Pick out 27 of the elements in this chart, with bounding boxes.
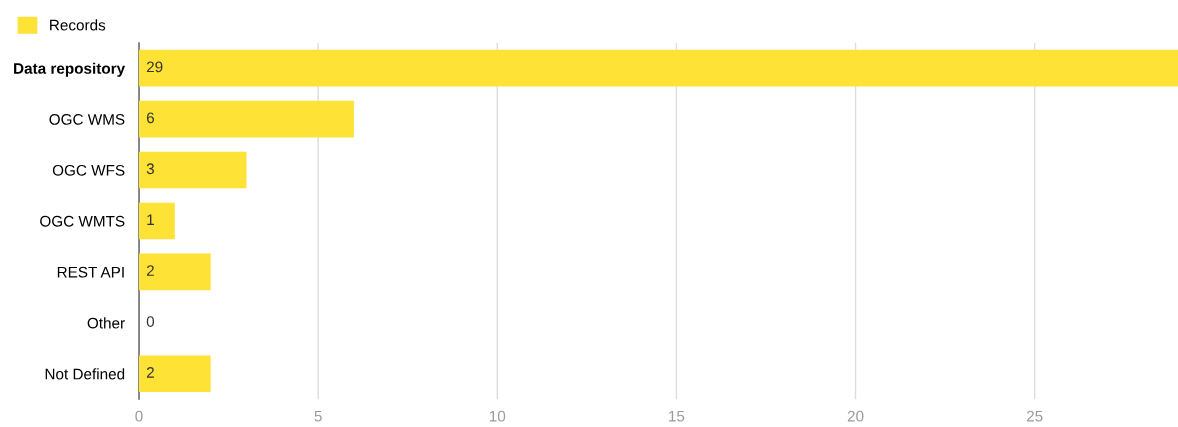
x-tick-label: 0 [135, 410, 143, 422]
data-label: 29 [146, 61, 163, 73]
y-tick-label: Not Defined [45, 368, 125, 380]
x-tick-label: 10 [489, 410, 506, 422]
bar [139, 355, 211, 393]
bar [139, 49, 1178, 87]
x-tick-label: 15 [669, 410, 685, 422]
data-label: 2 [146, 367, 154, 378]
legend-label: Records [50, 19, 106, 31]
y-tick-label: Other [87, 317, 125, 329]
bar [139, 151, 247, 189]
x-tick-label: 25 [1026, 410, 1043, 422]
x-tick-label: 20 [847, 410, 864, 422]
data-label: 3 [146, 163, 154, 175]
data-label: 0 [146, 316, 155, 327]
y-tick-label: OGC WMTS [40, 215, 125, 227]
x-tick-label: 5 [314, 410, 322, 422]
y-tick-label: Data repository [14, 62, 126, 77]
y-tick-label: OGC WFS [52, 164, 125, 176]
y-tick-label: OGC WMS [49, 113, 125, 125]
data-label: 6 [146, 112, 154, 124]
data-label: 1 [147, 214, 154, 225]
y-tick-label: REST API [57, 266, 124, 278]
bar [139, 253, 211, 291]
bar [139, 202, 175, 240]
data-label: 2 [146, 265, 154, 276]
bar [139, 100, 354, 138]
